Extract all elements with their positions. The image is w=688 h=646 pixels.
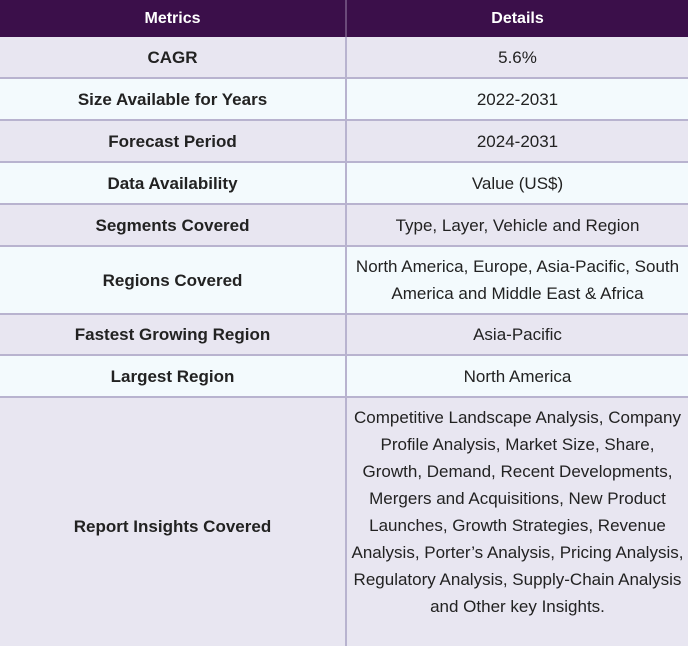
header-details: Details <box>346 0 688 37</box>
metric-cell: Report Insights Covered <box>0 397 347 646</box>
details-cell: Competitive Landscape Analysis, Company … <box>346 397 688 646</box>
metric-cell: Fastest Growing Region <box>0 314 347 356</box>
details-cell: Value (US$) <box>346 162 688 205</box>
metric-cell: Largest Region <box>0 355 347 398</box>
table-row: CAGR 5.6% <box>0 37 688 79</box>
details-cell: North America, Europe, Asia-Pacific, Sou… <box>346 246 688 315</box>
table-row: Segments Covered Type, Layer, Vehicle an… <box>0 204 688 247</box>
table-row: Largest Region North America <box>0 355 688 398</box>
header-metrics: Metrics <box>0 0 347 37</box>
table-row: Report Insights Covered Competitive Land… <box>0 397 688 646</box>
metric-cell: Data Availability <box>0 162 347 205</box>
table-header-row: Metrics Details <box>0 0 688 37</box>
details-cell: North America <box>346 355 688 398</box>
metric-cell: Regions Covered <box>0 246 347 315</box>
details-cell: 5.6% <box>346 37 688 79</box>
table-row: Size Available for Years 2022-2031 <box>0 78 688 121</box>
metric-cell: CAGR <box>0 37 347 79</box>
details-cell: Asia-Pacific <box>346 314 688 356</box>
metric-cell: Size Available for Years <box>0 78 347 121</box>
details-cell: Type, Layer, Vehicle and Region <box>346 204 688 247</box>
table-row: Forecast Period 2024-2031 <box>0 120 688 163</box>
table-row: Regions Covered North America, Europe, A… <box>0 246 688 315</box>
table-row: Data Availability Value (US$) <box>0 162 688 205</box>
metric-cell: Forecast Period <box>0 120 347 163</box>
details-cell: 2024-2031 <box>346 120 688 163</box>
metric-cell: Segments Covered <box>0 204 347 247</box>
table-row: Fastest Growing Region Asia-Pacific <box>0 314 688 356</box>
details-cell: 2022-2031 <box>346 78 688 121</box>
